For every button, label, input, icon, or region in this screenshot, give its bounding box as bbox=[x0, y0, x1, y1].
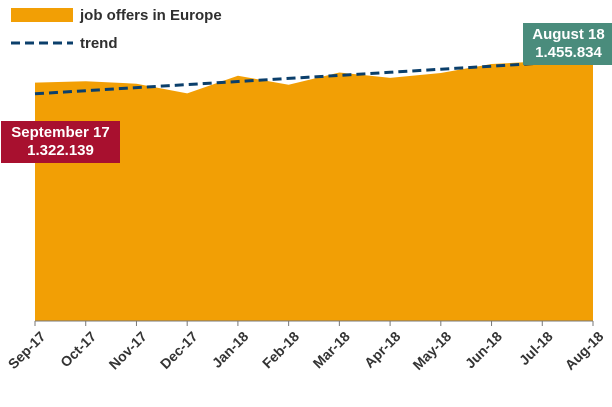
callout-start-title: September 17 bbox=[11, 124, 110, 141]
callout-end-value: 1.455.834 bbox=[535, 44, 602, 61]
x-tick-label-Jul-18: Jul-18 bbox=[516, 328, 556, 368]
callout-end-title: August 18 bbox=[532, 26, 605, 43]
x-tick-label-Feb-18: Feb-18 bbox=[259, 328, 302, 371]
x-tick-label-Jan-18: Jan-18 bbox=[209, 328, 252, 371]
x-tick-label-Oct-17: Oct-17 bbox=[57, 328, 99, 370]
x-tick-label-Aug-18: Aug-18 bbox=[562, 328, 607, 373]
trend-layer bbox=[34, 58, 594, 96]
x-tick-label-Nov-17: Nov-17 bbox=[106, 328, 150, 372]
x-axis: Sep-17 Oct-17 Nov-17 Dec-17 Jan-18 Feb-18 Mar-… bbox=[5, 320, 607, 373]
x-tick-label-Jun-18: Jun-18 bbox=[462, 328, 505, 371]
callout-start: September 17 1.322.139 bbox=[1, 121, 120, 163]
callout-start-value: 1.322.139 bbox=[27, 142, 94, 159]
x-tick-label-Mar-18: Mar-18 bbox=[310, 328, 353, 371]
x-tick-label-Apr-18: Apr-18 bbox=[361, 328, 404, 371]
x-tick-label-May-18: May-18 bbox=[409, 328, 454, 373]
area-layer bbox=[35, 58, 593, 321]
legend-swatch-area bbox=[11, 8, 73, 22]
x-tick-label-Sep-17: Sep-17 bbox=[5, 328, 49, 372]
callout-end: August 18 1.455.834 bbox=[523, 23, 612, 65]
legend-label-area: job offers in Europe bbox=[79, 7, 222, 24]
legend-label-trend: trend bbox=[80, 35, 118, 52]
legend: job offers in Europe trend bbox=[11, 7, 222, 52]
area-series-job-offers bbox=[35, 58, 593, 321]
trend-series-line bbox=[34, 58, 594, 96]
x-tick-label-Dec-17: Dec-17 bbox=[157, 328, 201, 372]
